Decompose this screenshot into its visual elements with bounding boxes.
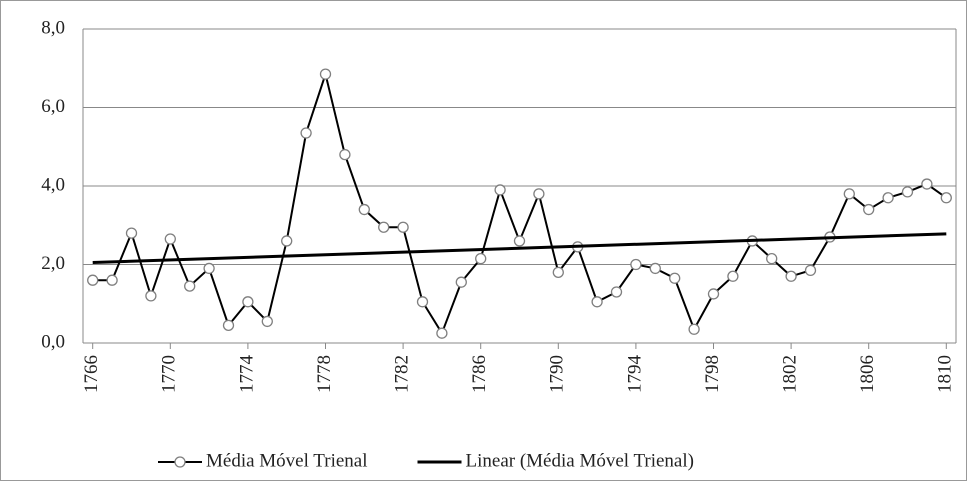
point [397, 221, 409, 233]
data-line [92, 70, 947, 336]
trend-line [92, 232, 947, 265]
point [610, 286, 623, 298]
point [882, 192, 894, 204]
point [901, 186, 914, 198]
point [261, 315, 273, 328]
point [921, 178, 933, 190]
point [339, 148, 351, 161]
point [649, 262, 661, 275]
point [475, 252, 487, 265]
x-tick-label: 1798 [702, 355, 723, 393]
point [533, 188, 545, 200]
point [436, 327, 448, 339]
x-tick-label: 1786 [469, 355, 490, 393]
legend-label: Média Móvel Trienal [206, 450, 368, 471]
point [125, 227, 138, 239]
point [688, 323, 700, 335]
point [416, 296, 429, 308]
point [281, 235, 293, 247]
x-tick-label: 1774 [236, 355, 257, 394]
x-tick-label: 1806 [857, 355, 878, 393]
point [785, 270, 797, 282]
x-tick-label: 1790 [547, 355, 568, 393]
y-tick-label: 8,0 [41, 17, 65, 38]
legend-marker [174, 456, 186, 468]
point [707, 288, 720, 300]
point [727, 270, 739, 282]
point [87, 274, 99, 286]
x-tick-label: 1782 [391, 355, 412, 393]
y-tick-label: 4,0 [41, 174, 65, 195]
point [164, 233, 176, 245]
point [378, 221, 390, 233]
x-tick-label: 1810 [935, 355, 956, 393]
point [513, 235, 526, 247]
y-tick-label: 6,0 [41, 96, 65, 117]
legend-label: Linear (Média Móvel Trienal) [466, 450, 694, 471]
point [494, 184, 506, 196]
point [106, 274, 118, 286]
x-tick-label: 1802 [779, 355, 800, 393]
point [242, 296, 254, 308]
point [940, 192, 952, 204]
point [203, 262, 215, 275]
x-tick-label: 1794 [624, 355, 645, 394]
y-tick-label: 0,0 [41, 331, 65, 352]
point [630, 258, 642, 271]
point [184, 280, 196, 292]
point [319, 68, 332, 80]
point [358, 203, 370, 216]
point [222, 319, 235, 331]
point [591, 296, 603, 308]
point [145, 290, 157, 302]
point [455, 276, 467, 288]
point [863, 203, 875, 216]
point [804, 264, 817, 277]
point [766, 252, 778, 265]
x-tick-label: 1778 [314, 355, 335, 393]
y-tick-label: 2,0 [41, 253, 65, 274]
point [300, 127, 312, 139]
x-tick-label: 1766 [81, 355, 102, 393]
point [552, 266, 564, 279]
x-tick-label: 1770 [159, 355, 180, 393]
point [843, 188, 855, 200]
point [669, 272, 681, 284]
